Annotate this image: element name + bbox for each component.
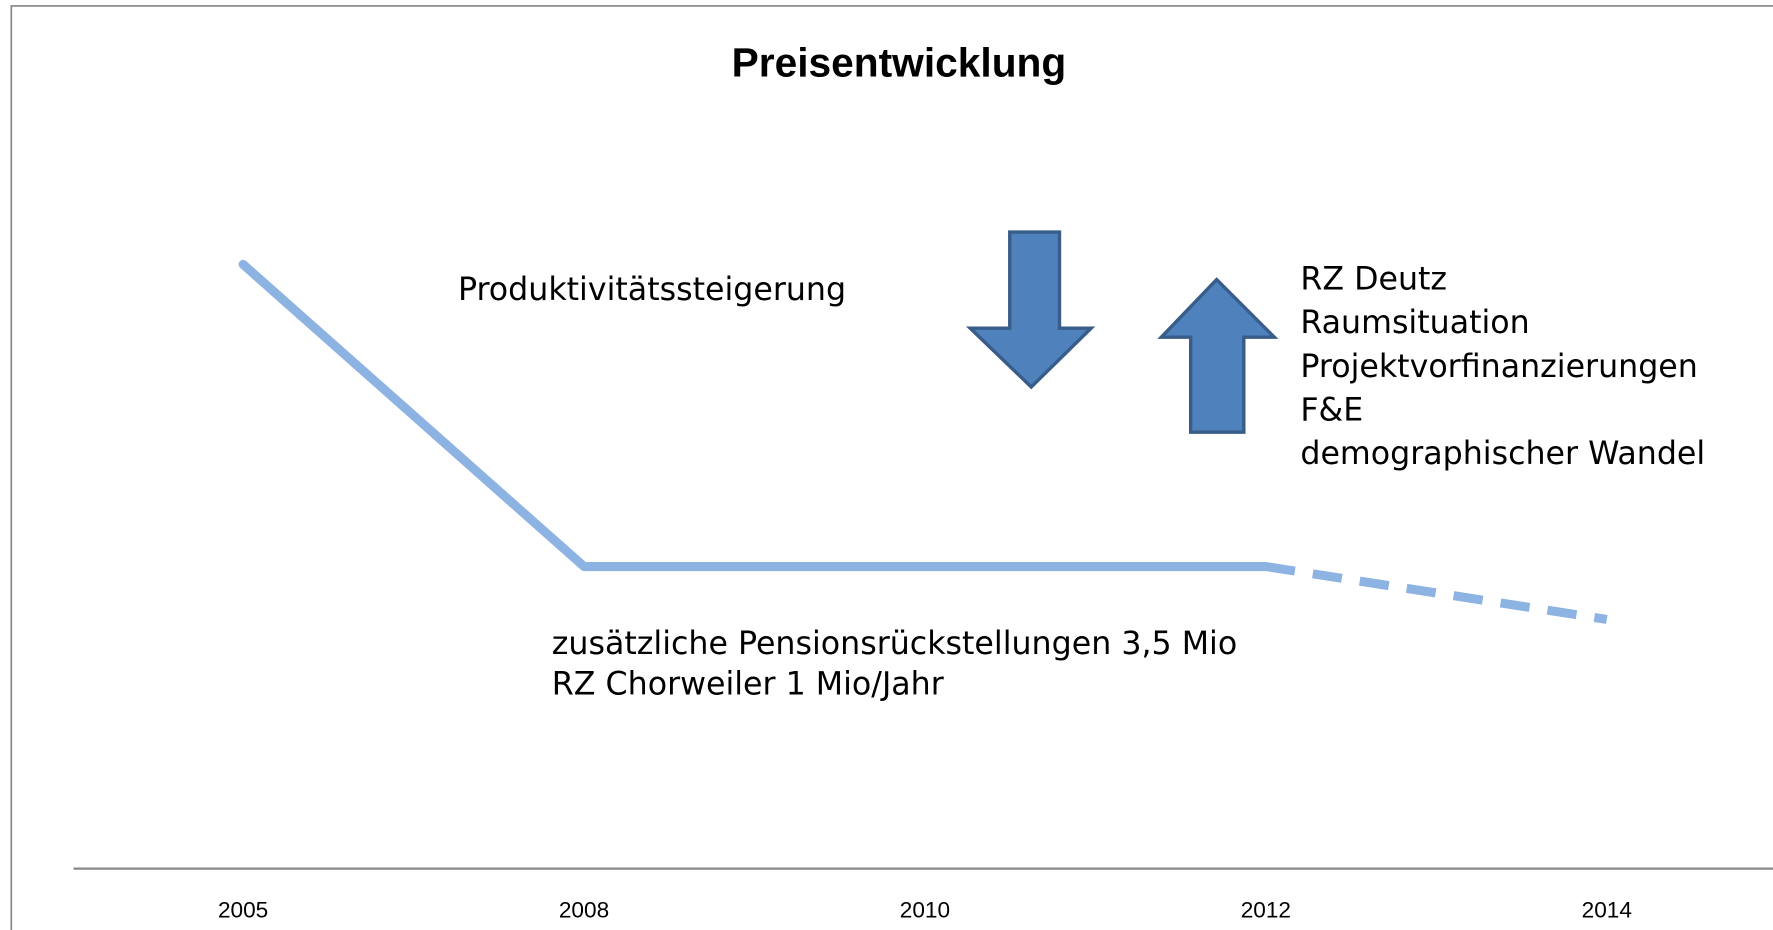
annotation: Produktivitätssteigerung (458, 272, 846, 308)
annotation: F&E (1300, 392, 1363, 428)
x-tick-label: 2008 (559, 898, 609, 923)
x-tick-label: 2014 (1582, 898, 1632, 923)
annotation: zusätzliche Pensionsrückstellungen 3,5 M… (552, 626, 1237, 662)
x-tick-label: 2010 (900, 898, 950, 923)
up-arrow (1157, 277, 1279, 434)
line-series (1265, 562, 1608, 624)
line-series (238, 259, 1271, 572)
annotation: Projektvorfinanzierungen (1300, 349, 1697, 385)
annotation: RZ Chorweiler 1 Mio/Jahr (552, 666, 945, 702)
annotation: demographischer Wandel (1300, 436, 1705, 472)
annotation: Raumsituation (1300, 305, 1529, 341)
chart-frame (10, 5, 1773, 930)
annotation: RZ Deutz (1300, 262, 1447, 298)
x-tick-label: 2005 (218, 898, 268, 923)
x-tick-label: 2012 (1241, 898, 1291, 923)
down-arrow (965, 230, 1096, 390)
chart-title: Preisentwicklung (732, 40, 1067, 86)
